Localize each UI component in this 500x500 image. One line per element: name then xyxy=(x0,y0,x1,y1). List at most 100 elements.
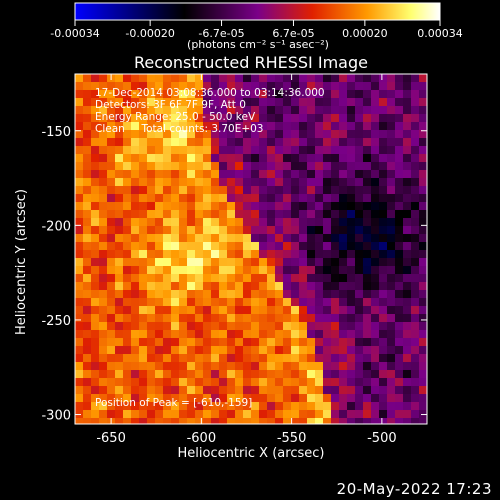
heatmap-cell xyxy=(115,178,123,186)
heatmap-cell xyxy=(387,218,395,226)
heatmap-cell xyxy=(139,90,147,98)
heatmap-cell xyxy=(251,114,259,122)
heatmap-cell xyxy=(395,418,403,424)
heatmap-cell xyxy=(115,354,123,362)
heatmap-cell xyxy=(75,290,83,298)
heatmap-cell xyxy=(227,338,235,346)
heatmap-cell xyxy=(147,314,155,322)
heatmap-cell xyxy=(291,338,299,346)
heatmap-cell xyxy=(227,354,235,362)
heatmap-cell xyxy=(75,306,83,314)
heatmap-cell xyxy=(83,322,91,330)
heatmap-cell xyxy=(115,410,123,418)
heatmap-cell xyxy=(275,314,283,322)
heatmap-cell xyxy=(171,242,179,250)
heatmap-cell xyxy=(379,218,387,226)
heatmap-cell xyxy=(99,386,107,394)
heatmap-cell xyxy=(171,90,179,98)
heatmap-cell xyxy=(123,274,131,282)
heatmap-cell xyxy=(123,418,131,424)
heatmap-cell xyxy=(307,130,315,138)
heatmap-cell xyxy=(243,138,251,146)
heatmap-cell xyxy=(91,162,99,170)
heatmap-cell xyxy=(211,258,219,266)
heatmap-cell xyxy=(227,402,235,410)
heatmap-cell xyxy=(243,258,251,266)
heatmap-cell xyxy=(411,418,419,424)
heatmap-cell xyxy=(363,98,371,106)
heatmap-cell xyxy=(371,330,379,338)
heatmap-cell xyxy=(419,386,427,394)
heatmap-cell xyxy=(259,402,267,410)
heatmap-cell xyxy=(147,114,155,122)
heatmap-cell xyxy=(347,354,355,362)
heatmap-cell xyxy=(99,354,107,362)
heatmap-cell xyxy=(419,322,427,330)
heatmap-cell xyxy=(235,138,243,146)
heatmap-cell xyxy=(83,370,91,378)
heatmap-cell xyxy=(371,218,379,226)
heatmap-cell xyxy=(259,290,267,298)
heatmap-cell xyxy=(331,386,339,394)
heatmap-cell xyxy=(275,234,283,242)
heatmap-cell xyxy=(147,186,155,194)
heatmap-cell xyxy=(139,274,147,282)
heatmap-cell xyxy=(99,290,107,298)
heatmap-cell xyxy=(315,90,323,98)
heatmap-cell xyxy=(131,162,139,170)
heatmap-cell xyxy=(371,250,379,258)
heatmap-cell xyxy=(387,282,395,290)
heatmap-cell xyxy=(131,210,139,218)
heatmap-cell xyxy=(403,418,411,424)
heatmap-cell xyxy=(235,362,243,370)
heatmap-cell xyxy=(155,122,163,130)
heatmap-cell xyxy=(227,90,235,98)
heatmap-cell xyxy=(363,114,371,122)
heatmap-cell xyxy=(123,210,131,218)
heatmap-cell xyxy=(147,202,155,210)
heatmap-cell xyxy=(227,418,235,424)
heatmap-cell xyxy=(235,266,243,274)
heatmap-cell xyxy=(235,74,243,82)
heatmap-cell xyxy=(179,154,187,162)
heatmap-cell xyxy=(147,306,155,314)
heatmap-cell xyxy=(99,298,107,306)
heatmap-cell xyxy=(371,234,379,242)
heatmap-cell xyxy=(259,394,267,402)
heatmap-cell xyxy=(131,178,139,186)
heatmap-cell xyxy=(291,402,299,410)
heatmap-cell xyxy=(227,258,235,266)
heatmap-cell xyxy=(243,354,251,362)
heatmap-cell xyxy=(339,90,347,98)
heatmap-cell xyxy=(259,274,267,282)
heatmap-cell xyxy=(187,202,195,210)
heatmap-cell xyxy=(107,410,115,418)
heatmap-cell xyxy=(235,194,243,202)
heatmap-cell xyxy=(259,210,267,218)
heatmap-cell xyxy=(115,330,123,338)
heatmap-cell xyxy=(411,186,419,194)
heatmap-cell xyxy=(203,250,211,258)
heatmap-cell xyxy=(139,186,147,194)
heatmap-cell xyxy=(307,194,315,202)
heatmap-cell xyxy=(155,274,163,282)
heatmap-cell xyxy=(347,154,355,162)
heatmap-cell xyxy=(163,410,171,418)
heatmap-cell xyxy=(99,394,107,402)
heatmap-cell xyxy=(251,242,259,250)
heatmap-cell xyxy=(139,306,147,314)
heatmap-cell xyxy=(323,122,331,130)
heatmap-cell xyxy=(307,290,315,298)
heatmap-cell xyxy=(219,258,227,266)
y-axis-label: Heliocentric Y (arcsec) xyxy=(14,189,29,335)
heatmap-cell xyxy=(259,338,267,346)
heatmap-cell xyxy=(107,130,115,138)
heatmap-cell xyxy=(339,314,347,322)
heatmap-cell xyxy=(115,250,123,258)
heatmap-cell xyxy=(195,338,203,346)
heatmap-cell xyxy=(203,242,211,250)
heatmap-cell xyxy=(347,210,355,218)
heatmap-cell xyxy=(203,210,211,218)
heatmap-cell xyxy=(411,250,419,258)
heatmap-cell xyxy=(139,98,147,106)
